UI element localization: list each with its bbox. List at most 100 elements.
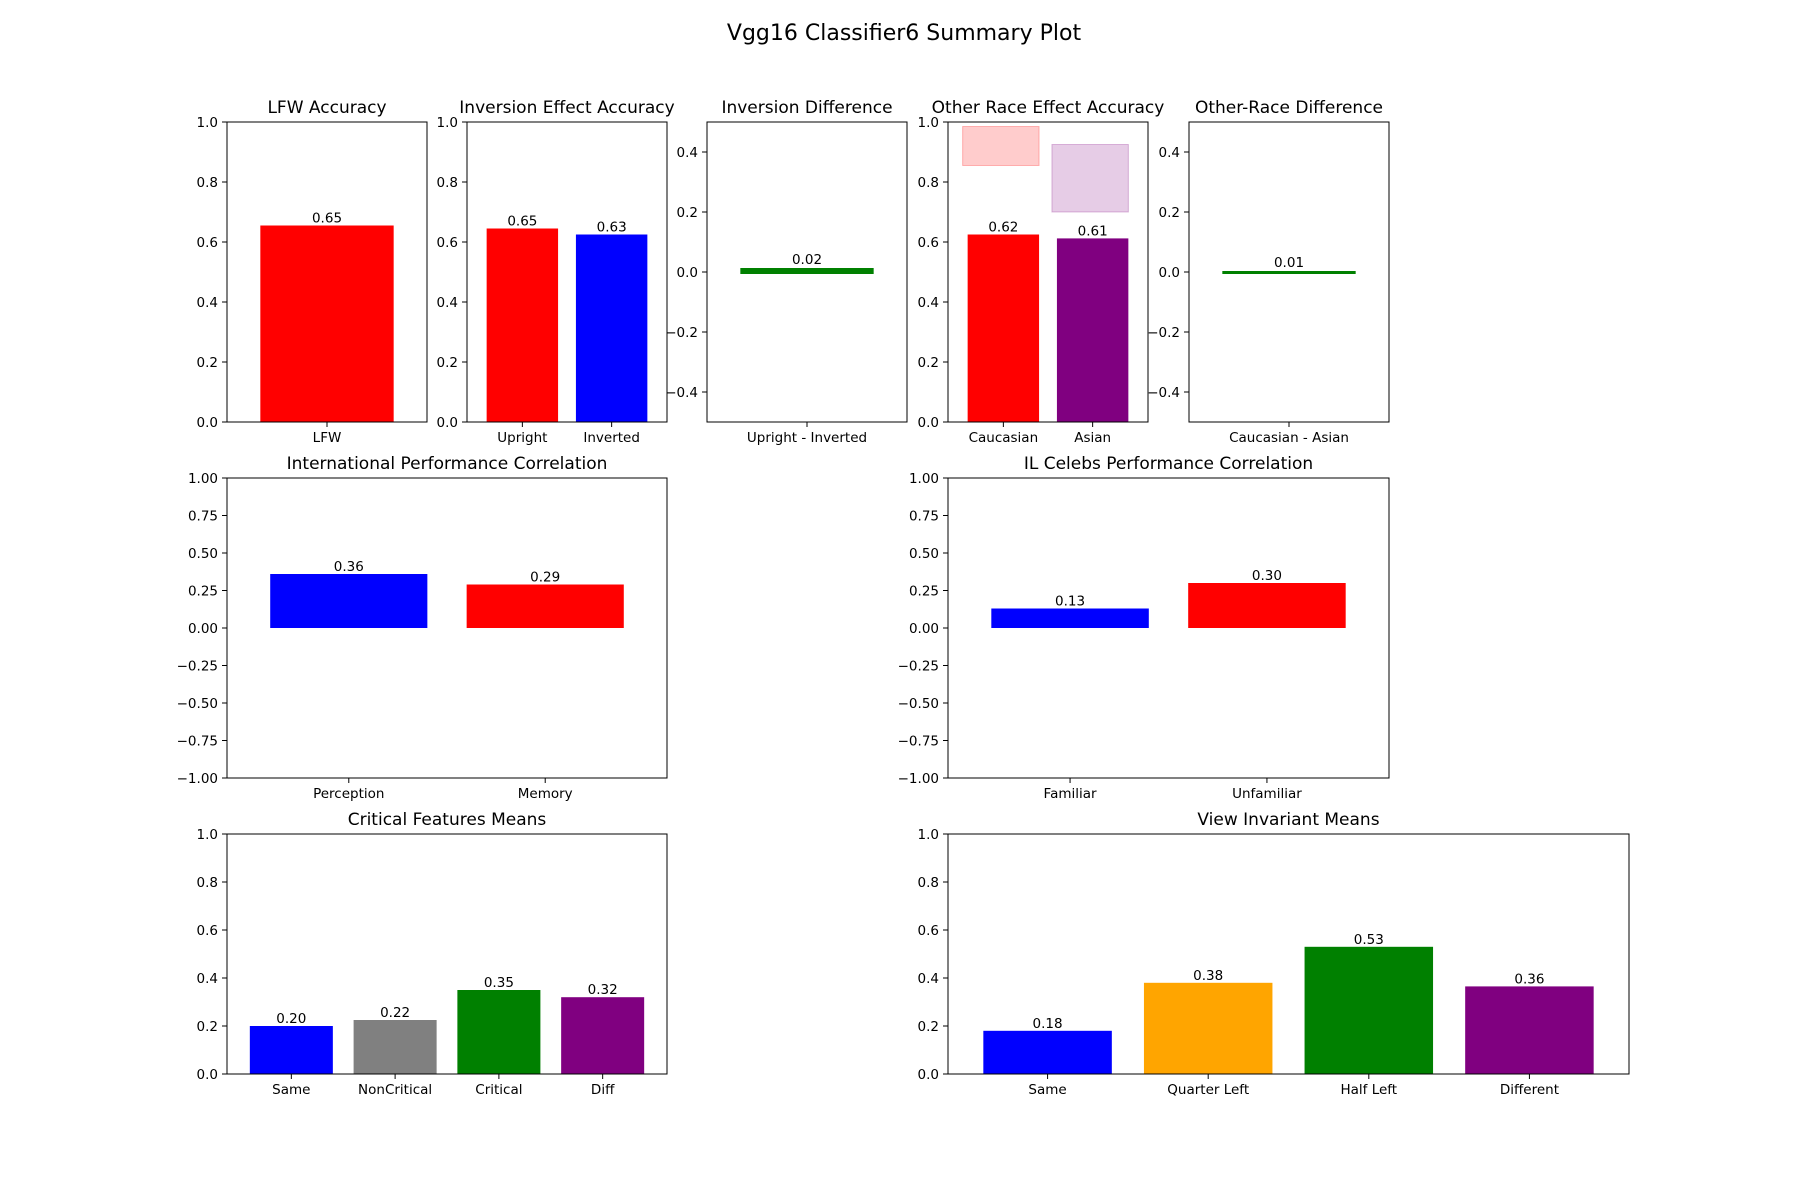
critical_features-bar-4 [561,997,645,1074]
critical_features-ytick-label: 0.4 [197,971,218,987]
other_race-ytick-label: 0.2 [918,355,939,371]
lfw-ytick-label: 0.2 [197,355,218,371]
inversion_diff-panel: 0.02 −0.4 −0.2 0.0 0.2 0.4 Upright - Inverted I… [665,98,908,446]
other_race_diff-ytick-label: 0.4 [1159,145,1180,161]
inversion-bar-label-1: 0.65 [507,214,537,230]
intl_corr-ytick-label: −0.25 [177,659,218,675]
il_celebs_corr-title: IL Celebs Performance Correlation [1024,454,1313,474]
other_race-panel: 0.62 0.61 0.0 0.2 0.4 0.6 0.8 1.0 Caucasian Asian… [918,98,1165,446]
intl_corr-panel: 0.36 0.29 −1.00 −0.75 −0.50 −0.25 0.00 0.25 0.50… [177,454,668,802]
critical_features-ytick-label: 0.8 [197,875,218,891]
inversion-ytick-label: 0.6 [437,235,458,251]
il_celebs_corr-ytick-label: 1.00 [909,471,939,487]
intl_corr-bar-1 [270,574,428,628]
inversion_diff-xtick-label: Upright - Inverted [747,430,867,446]
inversion-bar-label-2: 0.63 [597,220,627,236]
view_invariant-bar-label-1: 0.18 [1033,1016,1063,1032]
view_invariant-ytick-label: 0.8 [918,875,939,891]
intl_corr-ytick-label: −0.75 [177,734,218,750]
view_invariant-bar-4 [1465,986,1594,1074]
other_race_diff-ytick-label: 0.2 [1159,205,1180,221]
critical_features-bar-label-1: 0.20 [276,1011,306,1027]
lfw-ytick-label: 0.8 [197,175,218,191]
critical_features-bar-1 [249,1026,333,1074]
view_invariant-xtick-label: Same [1028,1082,1066,1098]
view_invariant-ytick-label: 1.0 [918,827,939,843]
other_race-ytick-label: 0.4 [918,295,939,311]
other_race_diff-xtick-label: Caucasian - Asian [1229,430,1349,446]
il_celebs_corr-ytick-label: 0.75 [909,509,939,525]
other_race-ytick-label: 1.0 [918,115,939,131]
intl_corr-ytick-label: 1.00 [188,471,218,487]
inversion_diff-ytick-label: 0.2 [677,205,698,221]
critical_features-xtick-label: Same [272,1082,310,1098]
intl_corr-ytick-label: 0.75 [188,509,218,525]
il_celebs_corr-ytick-label: −0.25 [898,659,939,675]
inversion_diff-bar-label-1: 0.02 [792,252,822,268]
inversion-bar-1 [486,228,559,422]
other_race-ytick-label: 0.0 [918,415,939,431]
other_race_diff-panel: 0.01 −0.4 −0.2 0.0 0.2 0.4 Caucasian - Asian Ot… [1147,98,1390,446]
other_race-title: Other Race Effect Accuracy [932,98,1165,118]
figure-title: Vgg16 Classifier6 Summary Plot [727,21,1082,46]
il_celebs_corr-bar-label-1: 0.13 [1055,594,1085,610]
view_invariant-bar-label-2: 0.38 [1193,968,1223,984]
intl_corr-ytick-label: 0.50 [188,546,218,562]
inversion-ytick-label: 0.4 [437,295,458,311]
critical_features-ytick-label: 0.2 [197,1019,218,1035]
view_invariant-xtick-label: Quarter Left [1167,1082,1249,1098]
critical_features-ytick-label: 1.0 [197,827,218,843]
lfw-bar-label-1: 0.65 [312,211,342,227]
view_invariant-ytick-label: 0.4 [918,971,939,987]
il_celebs_corr-bar-2 [1188,583,1346,628]
intl_corr-ytick-label: 0.00 [188,621,218,637]
view_invariant-ytick-label: 0.0 [918,1067,939,1083]
inversion-panel: 0.65 0.63 0.0 0.2 0.4 0.6 0.8 1.0 Upright Inverte… [437,98,675,446]
critical_features-xtick-label: NonCritical [358,1082,432,1098]
inversion_diff-bar-1 [740,268,874,274]
view_invariant-title: View Invariant Means [1197,810,1379,830]
other_race-shaded-range-1 [962,126,1040,166]
il_celebs_corr-ytick-label: 0.25 [909,584,939,600]
other_race-bar-label-2: 0.61 [1078,223,1108,239]
inversion-xtick-label: Upright [497,430,547,446]
inversion_diff-ytick-label: 0.0 [677,265,698,281]
lfw-bar-1 [260,225,394,422]
intl_corr-ytick-label: 0.25 [188,584,218,600]
critical_features-ytick-label: 0.0 [197,1067,218,1083]
view_invariant-bar-label-3: 0.53 [1354,932,1384,948]
other_race_diff-bar-label-1: 0.01 [1274,255,1304,271]
inversion_diff-ytick-label: 0.4 [677,145,698,161]
lfw-ytick-label: 0.4 [197,295,218,311]
il_celebs_corr-xtick-label: Familiar [1044,786,1097,802]
other_race_diff-ytick-label: −0.2 [1147,325,1180,341]
lfw-panel: 0.65 0.0 0.2 0.4 0.6 0.8 1.0 LFW LFW Accuracy [197,98,428,446]
other_race_diff-bar-1 [1222,271,1356,274]
inversion-title: Inversion Effect Accuracy [459,98,674,118]
critical_features-xtick-label: Diff [591,1082,615,1098]
other_race-ytick-label: 0.8 [918,175,939,191]
inversion-xtick-label: Inverted [583,430,640,446]
inversion_diff-ytick-label: −0.2 [665,325,698,341]
view_invariant-xtick-label: Different [1500,1082,1559,1098]
lfw-xtick-label: LFW [313,430,342,446]
il_celebs_corr-ytick-label: 0.00 [909,621,939,637]
lfw-ytick-label: 0.6 [197,235,218,251]
inversion-bar-2 [575,234,648,422]
other_race-shaded-range-2 [1051,144,1129,213]
intl_corr-bar-label-1: 0.36 [334,559,364,575]
other_race_diff-ytick-label: 0.0 [1159,265,1180,281]
other_race_diff-title: Other-Race Difference [1195,98,1383,118]
inversion-ytick-label: 0.2 [437,355,458,371]
critical_features-bar-3 [457,990,541,1074]
critical_features-bar-label-4: 0.32 [588,982,618,998]
il_celebs_corr-xtick-label: Unfamiliar [1232,786,1302,802]
view_invariant-panel: 0.18 0.38 0.53 0.36 0.0 0.2 0.4 0.6 0.8 1.0 Same Qu… [918,810,1630,1098]
intl_corr-ytick-label: −1.00 [177,771,218,787]
intl_corr-bar-2 [466,584,624,628]
intl_corr-title: International Performance Correlation [287,454,608,474]
other_race-xtick-label: Asian [1074,430,1111,446]
intl_corr-xtick-label: Perception [313,786,384,802]
view_invariant-bar-2 [1143,982,1273,1074]
